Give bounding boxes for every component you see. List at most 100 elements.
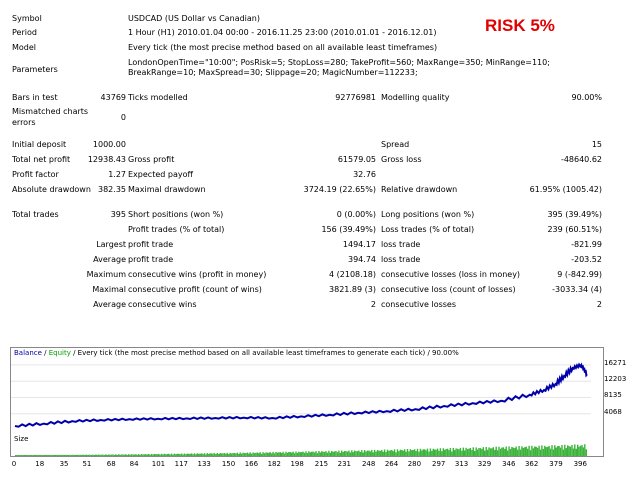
size-bar xyxy=(342,451,344,456)
size-bar xyxy=(572,448,575,456)
size-bar xyxy=(36,454,38,456)
size-bar xyxy=(582,447,585,456)
size-bar xyxy=(518,446,520,456)
size-bar xyxy=(491,448,493,456)
size-bar xyxy=(53,455,55,456)
value-abs-drawdown: 382.35 xyxy=(98,185,126,194)
size-bar xyxy=(366,450,369,456)
value-symbol: USDCAD (US Dollar vs Canadian) xyxy=(128,14,260,23)
size-bar xyxy=(372,452,374,456)
size-bar xyxy=(555,447,557,456)
size-bar xyxy=(93,455,96,456)
size-bar xyxy=(451,451,453,456)
x-tick-label: 101 xyxy=(151,460,166,468)
size-bar xyxy=(418,451,420,456)
label-profit-trades: Profit trades (% of total) xyxy=(128,225,225,234)
x-tick-label: 18 xyxy=(35,460,45,468)
size-bar xyxy=(349,452,351,456)
size-bar xyxy=(449,448,452,456)
size-bar xyxy=(462,447,464,456)
balance-line xyxy=(14,362,588,428)
size-bar xyxy=(509,449,512,456)
label-maximal-cons-profit: consecutive profit (count of wins) xyxy=(128,285,262,294)
size-bar xyxy=(291,452,293,456)
size-bar xyxy=(72,454,74,456)
value-max-cons-wins: 4 (2108.18) xyxy=(329,270,376,279)
size-bar xyxy=(43,455,45,456)
size-bar xyxy=(369,451,371,456)
size-bar xyxy=(414,449,416,456)
size-bar xyxy=(502,447,504,456)
y-tick-label: 4068 xyxy=(604,407,622,416)
size-bar xyxy=(278,452,280,456)
size-bar xyxy=(40,455,43,456)
x-tick-label: 248 xyxy=(361,460,376,468)
size-bar xyxy=(200,453,203,456)
value-gross-profit: 61579.05 xyxy=(337,155,376,164)
size-bar xyxy=(565,448,567,456)
size-bar xyxy=(105,454,107,456)
size-bar xyxy=(311,451,313,456)
size-bar xyxy=(492,447,494,456)
label-rel-drawdown: Relative drawdown xyxy=(381,185,458,194)
x-tick-label: 379 xyxy=(549,460,563,468)
size-bar xyxy=(86,454,88,456)
size-bar xyxy=(535,446,537,456)
size-bar xyxy=(178,453,180,456)
size-bar xyxy=(439,448,442,456)
size-bar xyxy=(578,446,580,456)
size-bar xyxy=(30,455,33,456)
size-bar xyxy=(415,451,417,456)
size-bar xyxy=(149,454,151,456)
size-bar xyxy=(508,446,510,456)
size-bar xyxy=(542,448,545,456)
size-bar xyxy=(242,452,244,456)
label-largest-loss: loss trade xyxy=(381,240,421,249)
size-bar xyxy=(199,453,201,456)
size-bar xyxy=(514,448,516,456)
size-bar xyxy=(382,451,384,456)
size-bar xyxy=(35,455,37,456)
x-tick-label: 396 xyxy=(573,460,587,468)
size-bar xyxy=(205,454,207,456)
size-bar xyxy=(501,447,503,456)
value-spread: 15 xyxy=(591,140,602,149)
size-bar xyxy=(442,448,444,456)
size-bar xyxy=(226,452,228,456)
size-bar xyxy=(232,453,234,456)
size-bar xyxy=(458,449,460,456)
label-period: Period xyxy=(12,28,37,37)
size-bar xyxy=(230,453,233,456)
size-bar xyxy=(122,454,124,456)
size-bar xyxy=(42,455,44,456)
x-tick-label: 231 xyxy=(337,460,352,468)
size-bar xyxy=(136,454,138,456)
value-model: Every tick (the most precise method base… xyxy=(128,43,438,52)
size-bar xyxy=(581,445,583,456)
size-bar xyxy=(531,445,533,456)
size-bar xyxy=(541,445,543,456)
size-bar xyxy=(298,451,300,456)
size-bar xyxy=(168,453,170,456)
size-bar xyxy=(292,451,294,456)
size-bar xyxy=(319,452,321,456)
size-bar xyxy=(345,451,347,456)
x-tick-label: 150 xyxy=(221,460,236,468)
label-max-cons-losses: consecutive losses (loss in money) xyxy=(381,270,521,279)
size-bar xyxy=(282,451,284,456)
size-bar xyxy=(494,449,496,456)
size-bar xyxy=(516,449,519,456)
size-bar xyxy=(252,452,254,456)
size-bar xyxy=(395,452,397,456)
value-gross-loss: -48640.62 xyxy=(560,155,602,164)
size-bar xyxy=(106,454,108,456)
size-bar xyxy=(532,448,535,456)
size-bar xyxy=(192,454,194,456)
size-bar xyxy=(220,453,223,456)
size-bar xyxy=(396,449,399,456)
size-bar xyxy=(163,453,166,456)
size-bar xyxy=(332,451,334,456)
size-bar xyxy=(499,448,502,456)
size-bar xyxy=(338,450,340,456)
y-tick-label: 8135 xyxy=(604,391,622,400)
